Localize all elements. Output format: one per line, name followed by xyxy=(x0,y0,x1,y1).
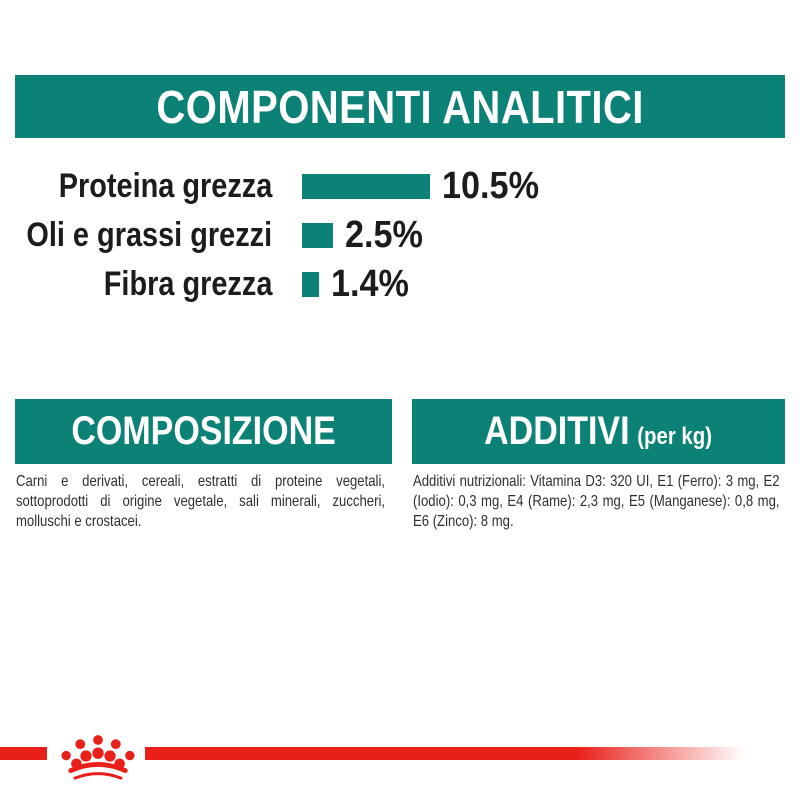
additivi-banner: ADDITIVI (per kg) xyxy=(412,399,785,464)
additivi-body: Additivi nutrizionali: Vitamina D3: 320 … xyxy=(413,473,780,530)
composizione-title: COMPOSIZIONE xyxy=(71,409,336,453)
chart-bar-fibra xyxy=(302,272,319,297)
composizione-banner: COMPOSIZIONE xyxy=(15,399,392,464)
analytic-components-chart: Proteina grezza 10.5% Oli e grassi grezz… xyxy=(0,162,800,309)
chart-category-label: Oli e grassi grezzi xyxy=(26,216,272,254)
chart-value-label: 1.4% xyxy=(331,263,409,305)
chart-bar-oli-grassi xyxy=(302,223,333,248)
chart-value-label: 2.5% xyxy=(345,214,423,256)
chart-row-oli-grassi: Oli e grassi grezzi 2.5% xyxy=(0,211,800,260)
chart-value-label: 10.5% xyxy=(442,165,539,207)
royal-canin-crown-icon xyxy=(61,735,135,780)
chart-row-fibra: Fibra grezza 1.4% xyxy=(0,260,800,309)
analytic-components-banner: COMPONENTI ANALITICI xyxy=(15,75,785,138)
chart-label-box: Proteina grezza xyxy=(0,167,272,206)
additivi-banner-inner: ADDITIVI (per kg) xyxy=(485,409,713,454)
analytic-components-title: COMPONENTI ANALITICI xyxy=(156,80,644,133)
red-stripe-right xyxy=(145,747,745,760)
additivi-title: ADDITIVI xyxy=(484,409,630,453)
section-additivi: ADDITIVI (per kg) Additivi nutrizionali:… xyxy=(412,399,785,532)
chart-bar-proteina xyxy=(302,174,430,199)
composizione-banner-inner: COMPOSIZIONE xyxy=(71,409,335,454)
composizione-body: Carni e derivati, cereali, estratti di p… xyxy=(16,473,385,530)
section-composizione: COMPOSIZIONE Carni e derivati, cereali, … xyxy=(15,399,392,532)
chart-category-label: Fibra grezza xyxy=(103,265,272,303)
chart-label-box: Oli e grassi grezzi xyxy=(0,216,272,255)
chart-row-proteina: Proteina grezza 10.5% xyxy=(0,162,800,211)
additivi-title-suffix: (per kg) xyxy=(637,423,713,450)
red-stripe-left xyxy=(0,747,47,760)
chart-category-label: Proteina grezza xyxy=(58,167,272,205)
chart-label-box: Fibra grezza xyxy=(0,265,272,304)
